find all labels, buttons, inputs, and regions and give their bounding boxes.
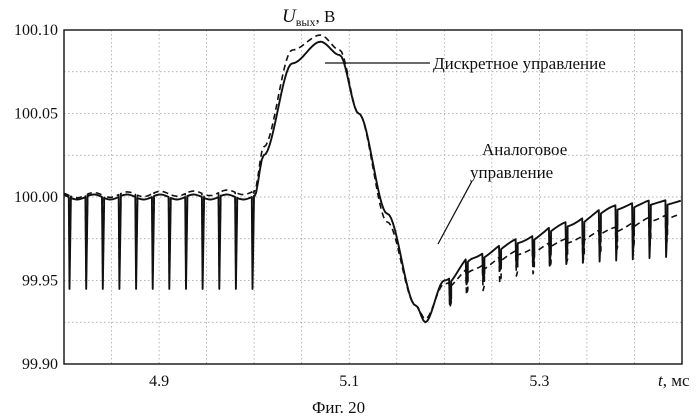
annotation-discrete: Дискретное управление (433, 54, 606, 73)
figure-caption: Фиг. 20 (312, 398, 365, 417)
annotation-leader-analog (437, 180, 473, 245)
tick-labels: 99.90 99.95 100.00 100.05 100.10 4.9 5.1 5.3 (14, 22, 549, 390)
x-axis-label: t, мс (658, 371, 690, 390)
y-axis-label: Uвых, В (282, 6, 335, 29)
series-layer (63, 34, 682, 324)
y-tick-label-3: 100.05 (14, 106, 58, 123)
y-axis-label-sub: вых (296, 15, 316, 29)
x-axis-label-var: t (658, 371, 664, 390)
y-tick-label-2: 100.00 (14, 189, 58, 206)
y-tick-label-0: 99.90 (22, 356, 58, 373)
annotations: Дискретное управление Аналоговое управле… (325, 54, 606, 245)
x-axis-label-unit: , мс (663, 371, 690, 390)
annotation-analog-line1: Аналоговое (482, 140, 567, 159)
series-line-1 (63, 34, 682, 320)
plot-frame (63, 29, 683, 365)
y-tick-label-1: 99.95 (22, 273, 58, 290)
series-line-0 (63, 40, 682, 324)
grid (63, 29, 683, 365)
x-tick-label-0: 4.9 (149, 373, 169, 390)
y-axis-label-main: U (282, 6, 297, 27)
y-tick-label-4: 100.10 (14, 22, 58, 39)
annotation-analog-line2: управление (470, 163, 553, 182)
x-tick-label-2: 5.3 (529, 373, 549, 390)
x-tick-label-1: 5.1 (339, 373, 359, 390)
y-axis-label-unit: , В (315, 7, 335, 26)
